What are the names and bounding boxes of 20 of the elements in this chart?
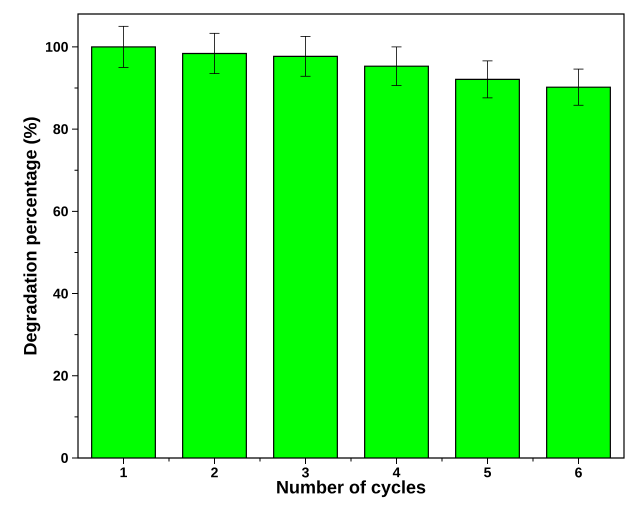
x-tick-label: 5 — [484, 468, 492, 478]
x-tick-label: 4 — [392, 468, 400, 478]
y-tick-label: 80 — [53, 124, 68, 134]
bar — [456, 79, 520, 458]
bar — [92, 46, 156, 458]
y-tick-label: 0 — [61, 453, 68, 463]
x-tick-label: 2 — [211, 468, 218, 478]
y-tick-label: 40 — [53, 288, 68, 299]
bar — [182, 53, 246, 458]
x-tick-label: 1 — [120, 468, 128, 478]
y-tick-label: 60 — [53, 206, 68, 216]
x-tick-label: 6 — [575, 468, 582, 478]
y-tick-label: 20 — [53, 370, 68, 381]
bar — [364, 66, 428, 458]
bar — [274, 56, 338, 458]
bar — [546, 86, 611, 458]
y-tick-label: 100 — [46, 42, 68, 52]
x-tick-label: 3 — [302, 468, 309, 478]
x-axis-title: Number of cycles — [277, 480, 426, 498]
y-axis-title: Degradation percentage (%) — [23, 117, 40, 354]
